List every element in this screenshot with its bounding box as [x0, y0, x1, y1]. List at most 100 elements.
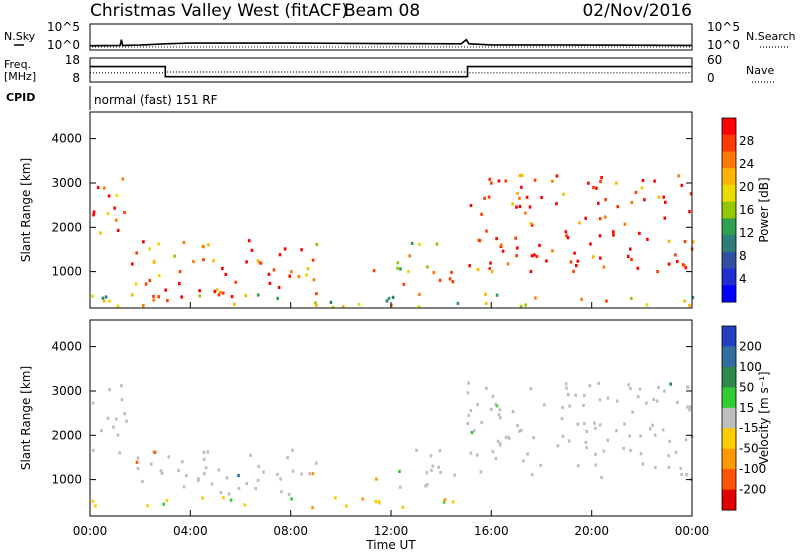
scatter-cell — [577, 464, 580, 468]
scatter-cell — [130, 293, 134, 297]
scatter-cell — [162, 502, 165, 506]
range-tick-label: 4000 — [51, 340, 82, 354]
scatter-cell — [506, 262, 510, 266]
scatter-cell — [649, 427, 652, 431]
scatter-cell — [667, 454, 670, 458]
scatter-cell — [680, 472, 683, 476]
scatter-cell — [469, 409, 473, 413]
scatter-cell — [250, 248, 254, 252]
scatter-cell — [491, 450, 495, 454]
scatter-cell — [469, 451, 473, 455]
scatter-cell — [630, 296, 633, 301]
scatter-cell — [490, 270, 494, 274]
scatter-cell — [96, 185, 100, 190]
scatter-cell — [418, 242, 421, 246]
time-axis: 00:00 04:00 08:00 12:00 16:00 20:00 00:00 — [73, 302, 709, 538]
scatter-cell — [311, 258, 315, 262]
scatter-cell — [91, 294, 94, 298]
scatter-cell — [688, 210, 691, 214]
scatter-cell — [551, 249, 554, 253]
scatter-cell — [308, 472, 312, 476]
colorbar-cell — [722, 387, 736, 409]
scatter-cell — [399, 485, 402, 489]
scatter-cell — [402, 282, 406, 286]
scatter-cell — [92, 448, 95, 452]
scatter-cell — [479, 470, 483, 474]
velocity-y-axis: 4000 3000 2000 1000 — [51, 340, 692, 487]
scatter-cell — [256, 259, 260, 263]
scatter-cell — [598, 217, 602, 221]
nave-line — [90, 71, 692, 74]
scatter-cell — [597, 381, 600, 385]
scatter-cell — [256, 478, 260, 482]
scatter-cell — [585, 429, 589, 433]
scatter-cell — [153, 450, 157, 454]
scatter-cell — [219, 291, 222, 295]
scatter-cell — [451, 280, 455, 284]
scatter-cell — [254, 487, 257, 491]
scatter-cell — [267, 272, 271, 276]
scatter-cell — [584, 440, 588, 445]
scatter-cell — [679, 466, 683, 470]
scatter-cell — [519, 304, 523, 309]
freq-label-line2: [MHz] — [4, 70, 36, 83]
colorbar-cell — [722, 285, 736, 303]
scatter-cell — [224, 272, 228, 276]
colorbar-tick-label: -100 — [739, 462, 766, 476]
scatter-cell — [331, 305, 335, 309]
scatter-cell — [595, 186, 598, 190]
nsky-label: N.Sky — [4, 30, 36, 43]
scatter-cell — [213, 289, 217, 293]
scatter-cell — [311, 472, 315, 476]
scatter-cell — [439, 470, 442, 474]
plot-title: Christmas Valley West (fitACF) — [90, 1, 348, 21]
scatter-cell — [616, 399, 619, 403]
scatter-cell — [630, 200, 634, 205]
scatter-cell — [684, 438, 688, 442]
scatter-cell — [315, 461, 318, 465]
scatter-cell — [407, 270, 410, 274]
scatter-cell — [597, 201, 600, 205]
scatter-cell — [605, 299, 608, 303]
scatter-cell — [587, 181, 590, 185]
scatter-cell — [484, 301, 488, 305]
scatter-cell — [654, 465, 657, 469]
scatter-cell — [616, 205, 619, 209]
scatter-cell — [443, 498, 447, 502]
scatter-cell — [164, 288, 167, 292]
scatter-cell — [106, 416, 110, 420]
scatter-cell — [667, 465, 671, 469]
scatter-cell — [435, 242, 439, 246]
scatter-cell — [142, 240, 145, 244]
scatter-cell — [225, 476, 229, 480]
scatter-cell — [555, 174, 559, 178]
scatter-cell — [674, 253, 677, 257]
scatter-cell — [688, 405, 692, 409]
scatter-cell — [291, 448, 294, 452]
colorbar-cell — [722, 201, 736, 219]
scatter-cell — [683, 299, 686, 303]
scatter-cell — [334, 496, 337, 500]
scatter-cell — [244, 294, 248, 298]
range-tick-label: 2000 — [51, 220, 82, 234]
colorbar-tick-label: 20 — [739, 180, 754, 194]
scatter-cell — [476, 267, 480, 272]
scatter-cell — [488, 266, 491, 271]
noise-strip-frame — [89, 23, 693, 51]
scatter-cell — [645, 303, 649, 307]
scatter-cell — [532, 436, 535, 440]
scatter-cell — [408, 254, 411, 258]
scatter-cell — [600, 176, 603, 180]
scatter-cell — [511, 410, 515, 414]
scatter-cell — [212, 259, 215, 263]
scatter-cell — [385, 299, 389, 303]
scatter-cell — [668, 439, 671, 443]
scatter-cell — [653, 179, 656, 183]
scatter-cell — [372, 269, 376, 273]
scatter-cell — [674, 450, 678, 454]
colorbar-tick-label: -200 — [739, 483, 766, 497]
scatter-cell — [555, 202, 558, 206]
scatter-cell — [497, 413, 501, 417]
scatter-cell — [645, 401, 648, 405]
scatter-cell — [561, 434, 565, 438]
